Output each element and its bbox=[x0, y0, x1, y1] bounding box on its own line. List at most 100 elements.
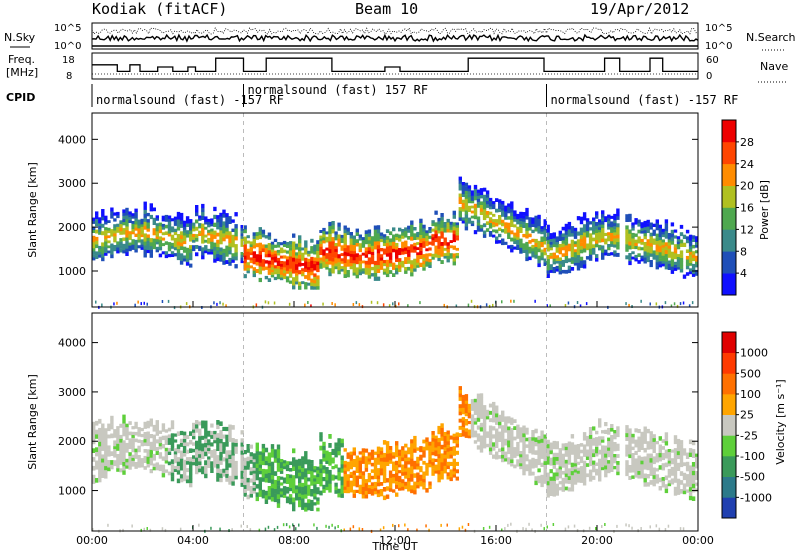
heatmap-cell bbox=[140, 221, 144, 225]
heatmap-cell bbox=[516, 431, 520, 436]
heatmap-cell bbox=[167, 242, 172, 246]
heatmap-cell bbox=[92, 430, 96, 436]
heatmap-cell bbox=[437, 217, 441, 222]
heatmap-cell bbox=[240, 252, 244, 255]
heatmap-noise bbox=[455, 304, 458, 308]
heatmap-cell bbox=[104, 221, 108, 225]
heatmap-noise bbox=[585, 302, 588, 306]
heatmap-cell bbox=[210, 434, 214, 439]
heatmap-cell bbox=[213, 258, 217, 263]
heatmap-cell bbox=[570, 256, 575, 261]
heatmap-cell bbox=[492, 418, 496, 423]
heatmap-cell bbox=[425, 441, 429, 447]
heatmap-cell bbox=[113, 448, 117, 452]
heatmap-cell bbox=[595, 222, 599, 226]
heatmap-cell bbox=[516, 424, 520, 429]
heatmap-cell bbox=[261, 443, 266, 449]
heatmap-cell bbox=[691, 453, 696, 458]
heatmap-cell bbox=[473, 440, 478, 444]
heatmap-cell bbox=[279, 274, 284, 278]
heatmap-cell bbox=[316, 278, 320, 283]
heatmap-cell bbox=[325, 450, 329, 455]
heatmap-cell bbox=[634, 443, 638, 448]
heatmap-cell bbox=[370, 475, 375, 480]
heatmap-cell bbox=[685, 489, 690, 493]
heatmap-cell bbox=[376, 256, 381, 262]
heatmap-cell bbox=[349, 265, 353, 270]
heatmap-cell bbox=[364, 250, 369, 255]
heatmap-cell bbox=[643, 254, 647, 258]
heatmap-cell bbox=[276, 476, 281, 481]
heatmap-cell bbox=[664, 242, 669, 247]
heatmap-cell bbox=[610, 460, 614, 465]
heatmap-cell bbox=[164, 231, 169, 235]
heatmap-cell bbox=[270, 466, 275, 471]
heatmap-cell bbox=[588, 251, 593, 255]
heatmap-cell bbox=[295, 496, 299, 501]
heatmap-cell bbox=[255, 459, 259, 464]
heatmap-cell bbox=[507, 457, 511, 461]
heatmap-cell bbox=[501, 414, 505, 419]
heatmap-cell bbox=[643, 456, 647, 461]
heatmap-cell bbox=[367, 257, 372, 262]
heatmap-cell bbox=[585, 435, 590, 440]
heatmap-cell bbox=[304, 275, 308, 279]
heatmap-cell bbox=[646, 441, 650, 446]
heatmap-cell bbox=[543, 453, 547, 458]
heatmap-cell bbox=[404, 485, 408, 490]
heatmap-cell bbox=[498, 215, 502, 219]
heatmap-cell bbox=[543, 468, 547, 473]
heatmap-cell bbox=[219, 477, 223, 483]
heatmap-cell bbox=[504, 213, 508, 217]
heatmap-cell bbox=[655, 226, 659, 231]
heatmap-cell bbox=[307, 250, 311, 254]
heatmap-cell bbox=[437, 242, 441, 246]
heatmap-cell bbox=[349, 451, 353, 455]
heatmap-cell bbox=[679, 243, 684, 247]
heatmap-cell bbox=[540, 231, 544, 235]
heatmap-cell bbox=[549, 267, 553, 271]
heatmap-cell bbox=[164, 435, 169, 439]
heatmap-cell bbox=[495, 428, 499, 433]
heatmap-cell bbox=[392, 238, 396, 242]
heatmap-cell bbox=[288, 250, 293, 254]
heatmap-cell bbox=[507, 443, 511, 448]
heatmap-cell bbox=[479, 188, 484, 192]
heatmap-noise bbox=[655, 302, 658, 306]
heatmap-cell bbox=[122, 243, 126, 248]
heatmap-cell bbox=[437, 220, 441, 225]
heatmap-cell bbox=[328, 483, 332, 489]
heatmap-cell bbox=[98, 427, 102, 433]
heatmap-cell bbox=[670, 461, 675, 465]
heatmap-cell bbox=[519, 238, 523, 242]
heatmap-cell bbox=[322, 240, 326, 244]
heatmap-cell bbox=[573, 257, 578, 261]
heatmap-cell bbox=[167, 427, 172, 432]
heatmap-cell bbox=[355, 455, 359, 459]
heatmap-cell bbox=[431, 465, 435, 469]
heatmap-cell bbox=[479, 448, 484, 453]
heatmap-cell bbox=[367, 240, 372, 244]
heatmap-cell bbox=[195, 465, 199, 470]
heatmap-noise bbox=[219, 527, 221, 531]
heatmap-cell bbox=[185, 223, 190, 227]
heatmap-cell bbox=[179, 242, 184, 247]
heatmap-cell bbox=[401, 486, 405, 491]
heatmap-cell bbox=[195, 219, 199, 224]
heatmap-cell bbox=[173, 253, 178, 257]
heatmap-cell bbox=[585, 227, 590, 232]
heatmap-cell bbox=[337, 262, 341, 267]
heatmap-cell bbox=[504, 442, 508, 446]
heatmap-cell bbox=[343, 225, 347, 230]
heatmap-cell bbox=[670, 478, 675, 482]
heatmap-cell bbox=[449, 240, 453, 243]
heatmap-cell bbox=[222, 213, 226, 218]
heatmap-cell bbox=[552, 460, 556, 465]
heatmap-cell bbox=[655, 237, 659, 241]
heatmap-cell bbox=[616, 454, 620, 458]
heatmap-cell bbox=[552, 243, 556, 248]
beam-title: Beam 10 bbox=[355, 0, 418, 18]
heatmap-cell bbox=[267, 267, 272, 272]
heatmap-cell bbox=[679, 480, 684, 485]
heatmap-cell bbox=[182, 459, 187, 464]
